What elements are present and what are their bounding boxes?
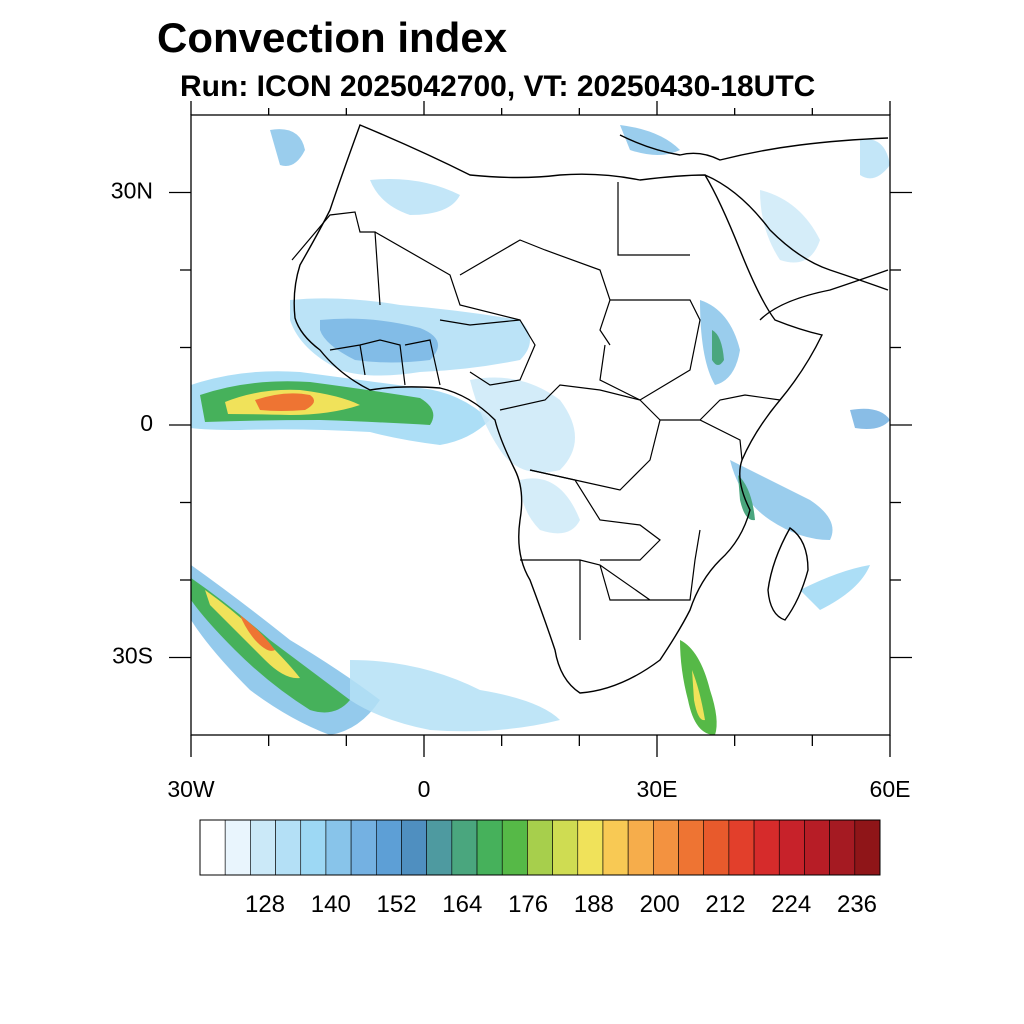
- y-tick-label: 0: [140, 410, 153, 436]
- convection-region-madagascar-east: [800, 565, 870, 610]
- colorbar-cell: [275, 819, 302, 876]
- colorbar-label: 164: [442, 891, 482, 918]
- border-west-sahara: [291, 211, 381, 306]
- x-tick-label: 0: [418, 776, 431, 802]
- colorbar-labels: 128 140 152 164 176 188 200 212 224 236: [245, 891, 877, 918]
- border-sudan: [599, 299, 701, 401]
- x-tick-label: 30E: [637, 776, 678, 802]
- colorbar-cell: [728, 819, 755, 876]
- border-sahel: [459, 239, 611, 346]
- colorbar-cell: [804, 819, 830, 876]
- convection-region-indian-ocean: [850, 408, 890, 429]
- x-tick-label: 60E: [870, 776, 911, 802]
- convection-region-central-africa: [470, 377, 575, 473]
- convection-region-north-africa: [370, 179, 460, 215]
- convection-region-congo: [520, 478, 580, 534]
- colorbar-cell: [678, 819, 705, 876]
- border-congo-basin: [499, 384, 661, 491]
- colorbar-cell: [703, 819, 730, 876]
- colorbar-cell: [854, 819, 881, 876]
- colorbar-cell: [753, 819, 780, 876]
- convection-region-south-africa: [350, 660, 560, 732]
- axis-labels: 30W 0 30E 60E 30N 0 30S: [111, 178, 911, 802]
- colorbar-cell: [627, 819, 654, 876]
- convection-region-mozambique-channel: [680, 640, 717, 735]
- colorbar-frame: [199, 819, 881, 876]
- map-title: Convection index: [157, 14, 508, 61]
- convection-region-east-africa-coast: [730, 460, 833, 540]
- colorbar-cell: [375, 819, 402, 876]
- madagascar-coastline: [767, 526, 809, 621]
- colorbar-cell: [829, 819, 856, 876]
- country-borders: [291, 182, 781, 640]
- map-subtitle: Run: ICON 2025042700, VT: 20250430-18UTC: [180, 70, 816, 103]
- colorbar-cell: [577, 819, 604, 876]
- colorbar-cell: [476, 819, 503, 876]
- border-west-coast: [329, 339, 441, 386]
- y-tick-label: 30S: [112, 643, 153, 669]
- border-nigeria: [439, 319, 536, 386]
- colorbar-label: 236: [837, 891, 877, 918]
- africa-coastline: [293, 124, 824, 694]
- convection-region-mediterranean: [620, 125, 680, 155]
- colorbar-cell: [325, 819, 352, 876]
- convection-region-arabia: [760, 190, 820, 263]
- colorbar-cell: [426, 819, 453, 876]
- colorbar-cell: [653, 819, 679, 876]
- arabia-coastline: [704, 174, 889, 321]
- convection-max-atlantic: [255, 393, 314, 411]
- convection-region-atlantic-north: [270, 129, 305, 166]
- convection-core-ethiopia: [712, 330, 724, 365]
- colorbar-cell: [527, 819, 553, 876]
- colorbar-cell: [199, 819, 226, 876]
- convection-max-south-atlantic: [240, 615, 275, 651]
- convection-region-east-indian: [860, 139, 890, 179]
- colorbar-label: 140: [311, 891, 351, 918]
- colorbar-cell: [401, 819, 427, 876]
- colorbar-cell: [224, 819, 251, 876]
- axis-ticks: [169, 101, 912, 757]
- colorbar-cell: [602, 819, 629, 876]
- colorbar-cell: [778, 819, 805, 876]
- colorbar-cell: [451, 819, 478, 876]
- colorbar-cell: [552, 819, 579, 876]
- colorbar-cell: [501, 819, 528, 876]
- colorbar-label: 176: [508, 891, 548, 918]
- convection-field: [191, 125, 890, 735]
- colorbar-label: 200: [640, 891, 680, 918]
- mediterranean-coast: [619, 134, 889, 161]
- colorbar-cell: [250, 819, 276, 876]
- border-angola: [529, 469, 661, 561]
- colorbar-label: 224: [771, 891, 811, 918]
- colorbar-label: 128: [245, 891, 285, 918]
- colorbar-label: 188: [574, 891, 614, 918]
- colorbar-label: 152: [377, 891, 417, 918]
- convection-core-east-africa: [738, 475, 755, 521]
- border-southern-africa: [520, 529, 701, 640]
- convection-core-mozambique: [692, 670, 705, 721]
- border-algeria-mali: [374, 231, 521, 321]
- colorbar-cell: [300, 819, 327, 876]
- border-east-africa: [660, 394, 781, 461]
- y-tick-label: 30N: [111, 178, 153, 204]
- border-libya-egypt: [617, 182, 690, 256]
- colorbar-label: 212: [705, 891, 745, 918]
- coastlines: [293, 124, 889, 694]
- colorbar-cell: [350, 819, 377, 876]
- colorbar: [199, 819, 881, 876]
- x-tick-label: 30W: [167, 776, 215, 802]
